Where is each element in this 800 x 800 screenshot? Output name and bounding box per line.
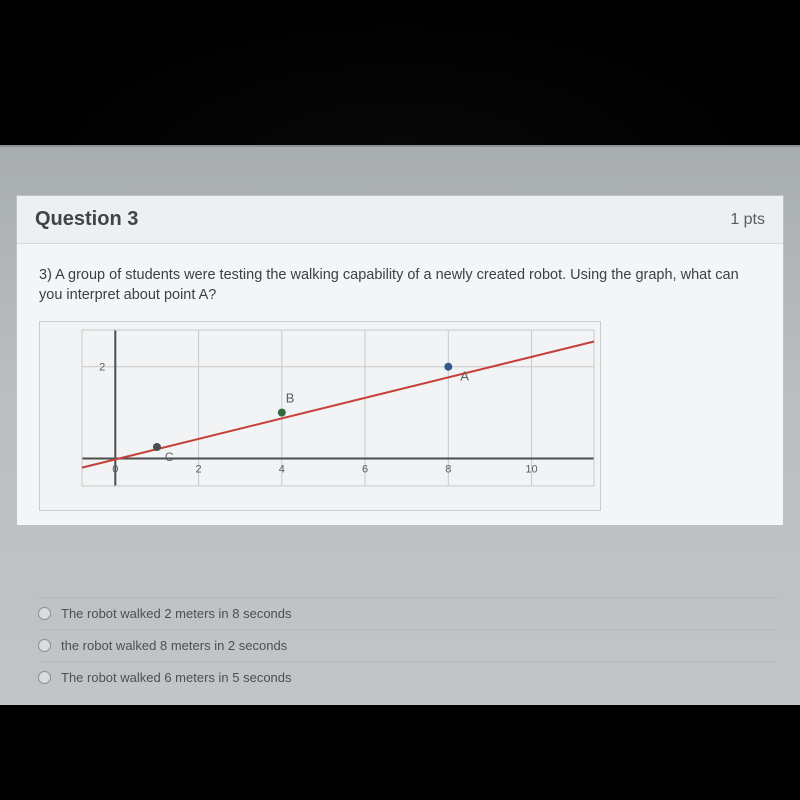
question-card: Question 3 1 pts 3) A group of students …	[16, 195, 784, 526]
answer-choices: The robot walked 2 meters in 8 seconds t…	[38, 597, 778, 693]
svg-text:8: 8	[445, 464, 451, 476]
svg-text:2: 2	[195, 464, 201, 476]
svg-text:A: A	[460, 369, 469, 384]
card-header: Question 3 1 pts	[17, 196, 783, 244]
question-points: 1 pts	[730, 211, 765, 229]
question-prompt: 3) A group of students were testing the …	[39, 266, 761, 305]
svg-text:4: 4	[279, 464, 285, 476]
answer-label: The robot walked 2 meters in 8 seconds	[61, 606, 292, 621]
radio-icon[interactable]	[38, 607, 51, 620]
graph-container: 0 2 4 6 8 10 2 C B A	[39, 321, 601, 511]
answer-option[interactable]: the robot walked 8 meters in 2 seconds	[38, 629, 778, 661]
answer-label: the robot walked 8 meters in 2 seconds	[61, 638, 287, 653]
question-title: Question 3	[35, 208, 138, 231]
svg-text:10: 10	[525, 464, 537, 476]
svg-text:B: B	[286, 391, 295, 406]
answer-option[interactable]: The robot walked 2 meters in 8 seconds	[38, 597, 778, 629]
answer-option[interactable]: The robot walked 6 meters in 5 seconds	[38, 661, 778, 693]
photo-glare	[0, 0, 800, 145]
radio-icon[interactable]	[38, 639, 51, 652]
radio-icon[interactable]	[38, 671, 51, 684]
svg-text:2: 2	[99, 362, 105, 374]
screen-region: Question 3 1 pts 3) A group of students …	[0, 145, 800, 705]
answer-label: The robot walked 6 meters in 5 seconds	[61, 670, 292, 685]
line-chart: 0 2 4 6 8 10 2 C B A	[40, 322, 602, 512]
svg-text:0: 0	[112, 464, 118, 476]
svg-text:6: 6	[362, 464, 368, 476]
svg-text:C: C	[165, 450, 174, 464]
card-body: 3) A group of students were testing the …	[17, 244, 783, 525]
